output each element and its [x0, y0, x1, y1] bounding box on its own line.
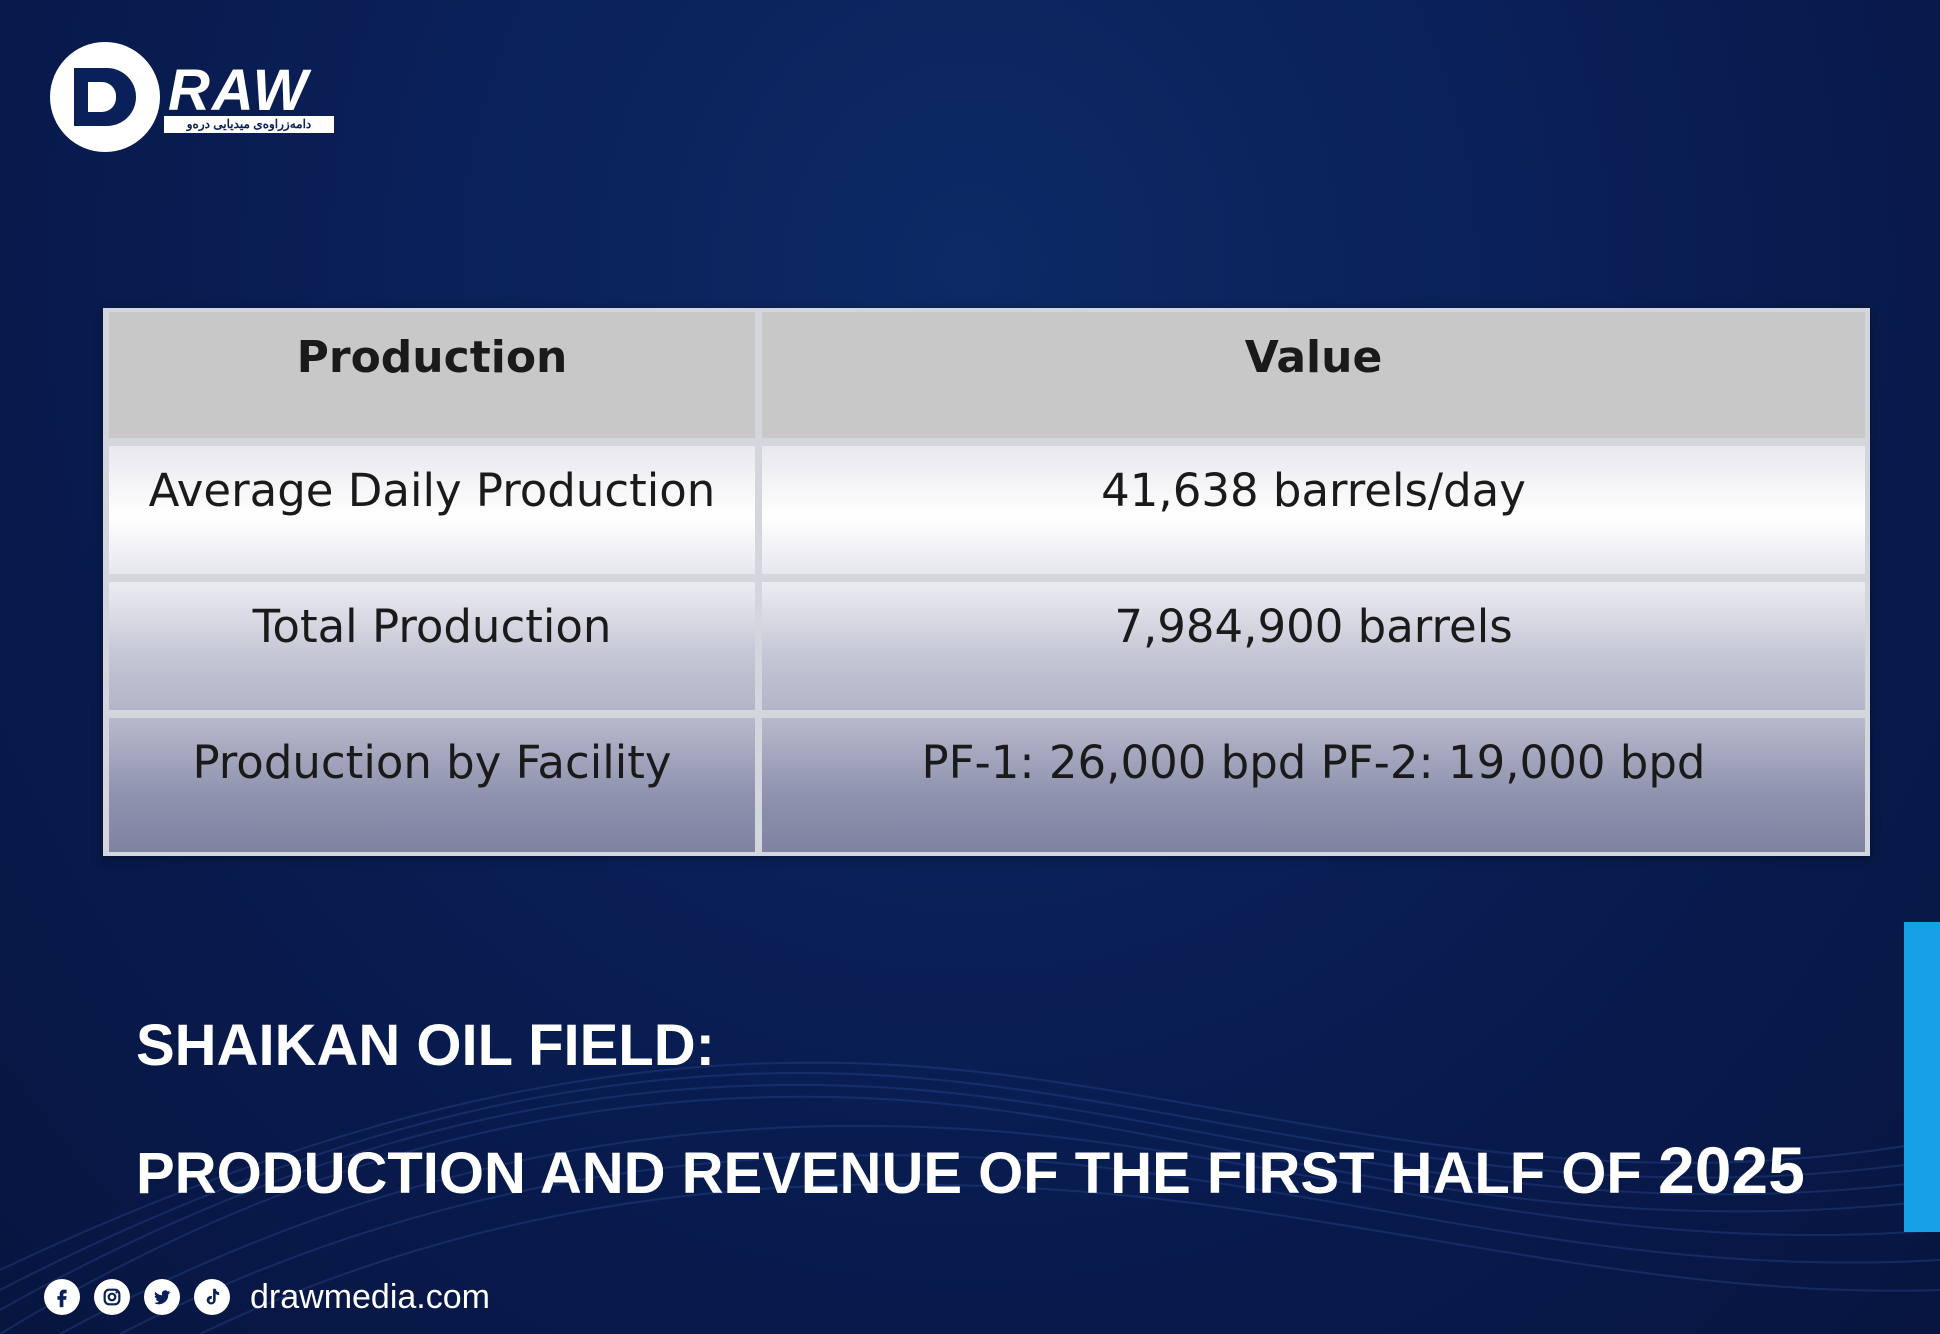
logo-tagline: دامەزراوەی میدیایی درەو: [164, 116, 334, 133]
title-line-2-text: PRODUCTION AND REVENUE OF THE FIRST HALF…: [136, 1141, 1642, 1206]
header-value: Value: [762, 312, 1865, 438]
header-production: Production: [109, 312, 755, 438]
row-label: Average Daily Production: [109, 446, 755, 574]
instagram-icon[interactable]: [94, 1279, 130, 1315]
footer: drawmedia.com: [44, 1276, 490, 1318]
row-label: Total Production: [109, 582, 755, 710]
draw-logo: RAW دامەزراوەی میدیایی درەو: [50, 42, 350, 154]
twitter-icon[interactable]: [144, 1279, 180, 1315]
row-value: 41,638 barrels/day: [762, 446, 1865, 574]
row-value: 7,984,900 barrels: [762, 582, 1865, 710]
website-link[interactable]: drawmedia.com: [250, 1277, 490, 1316]
row-label: Production by Facility: [109, 718, 755, 852]
facebook-icon[interactable]: [44, 1279, 80, 1315]
production-table: Production Value Average Daily Productio…: [103, 308, 1870, 856]
title-line-2: PRODUCTION AND REVENUE OF THE FIRST HALF…: [136, 1132, 1805, 1208]
title-year: 2025: [1657, 1133, 1805, 1207]
accent-bar: [1904, 922, 1940, 1232]
title-line-1: SHAIKAN OIL FIELD:: [136, 1013, 715, 1078]
logo-wordmark: RAW: [168, 58, 310, 123]
tiktok-icon[interactable]: [194, 1279, 230, 1315]
row-value: PF-1: 26,000 bpd PF-2: 19,000 bpd: [762, 718, 1865, 852]
